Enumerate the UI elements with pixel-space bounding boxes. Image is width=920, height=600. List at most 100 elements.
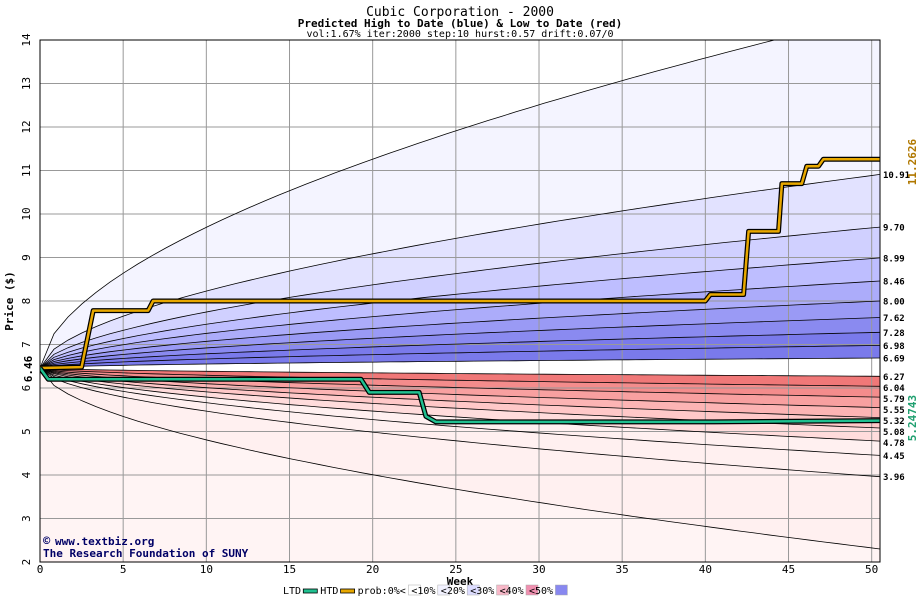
- legend-color-swatch: [555, 584, 568, 596]
- band-boundary: [40, 317, 880, 369]
- legend-line-swatch: [302, 588, 318, 594]
- band-boundary: [40, 367, 880, 418]
- lower-band: [40, 368, 880, 456]
- x-tick-labels: 0 5 10 15 20 25 30 35 40 45 50: [37, 563, 879, 576]
- legend-color-swatch: [466, 584, 480, 596]
- y-tick-label: 12: [20, 120, 33, 133]
- band-boundary: [40, 367, 880, 550]
- upper-band: [40, 174, 880, 368]
- upper-band: [40, 301, 880, 368]
- y-tick-label: 6: [20, 385, 33, 392]
- legend-label-prob: <40%: [500, 586, 524, 597]
- band-end-label: 7.62: [883, 314, 905, 324]
- band-boundary: [40, 345, 880, 369]
- x-tick-label: 40: [699, 563, 712, 576]
- band-end-label: 4.78: [883, 439, 905, 449]
- legend-label-prob: prob:0%<: [358, 586, 406, 597]
- band-end-label: 6.27: [883, 373, 905, 383]
- lower-band: [40, 368, 880, 418]
- y-tick-label: 7: [20, 341, 33, 348]
- lower-band: [40, 368, 880, 428]
- lower-band: [40, 368, 880, 549]
- start-price-label: 6.46: [22, 355, 35, 382]
- near-band: [40, 358, 880, 377]
- band-end-label: 8.46: [883, 277, 905, 287]
- upper-band: [40, 332, 880, 368]
- band-end-label: 7.28: [883, 329, 905, 339]
- x-tick-label: 50: [865, 563, 878, 576]
- band-boundary: [40, 257, 880, 369]
- y-tick-label: 9: [20, 254, 33, 261]
- x-tick-label: 30: [532, 563, 545, 576]
- band-boundary: [40, 174, 880, 369]
- band-end-label: 3.96: [883, 473, 905, 483]
- band-boundary: [40, 367, 880, 408]
- y-tick-labels: 2 3 4 5 6 7 8 9 10 11 12 13 14: [20, 33, 33, 565]
- lower-band: [40, 368, 880, 387]
- y-tick-label: 4: [20, 471, 33, 478]
- band-boundary: [40, 367, 880, 387]
- x-tick-label: 10: [200, 563, 213, 576]
- credit-org: The Research Foundation of SUNY: [43, 547, 249, 560]
- x-tick-label: 20: [366, 563, 379, 576]
- band-end-label: 5.79: [883, 395, 905, 405]
- y-tick-label: 8: [20, 298, 33, 305]
- band-end-labels: 10.91 9.70 8.99 8.46 8.00 7.62 7.28 6.98 6.69 6.2…: [883, 171, 910, 483]
- lower-band: [40, 368, 880, 477]
- legend-label-prob: <30%: [470, 586, 494, 597]
- band-boundary: [40, 226, 880, 369]
- band-end-label: 6.04: [883, 384, 905, 394]
- band-boundary: [40, 300, 880, 369]
- ltd-final-label: 5.24743: [906, 395, 919, 441]
- y-tick-label: 13: [20, 77, 33, 90]
- legend-line-swatch: [340, 588, 356, 594]
- legend-color-swatch: [525, 584, 539, 596]
- band-end-label: 4.45: [883, 452, 905, 462]
- series-line-ltd: [40, 367, 880, 424]
- plot-frame: [39, 39, 881, 563]
- band-end-label: 6.98: [883, 342, 905, 352]
- series-lines: [40, 156, 880, 425]
- credit: © www.textbiz.org The Research Foundatio…: [43, 534, 249, 560]
- credit-url: www.textbiz.org: [55, 535, 154, 548]
- series-line-htd: [40, 157, 880, 370]
- band-boundary: [40, 357, 880, 369]
- band-end-label: 5.32: [883, 417, 905, 427]
- x-tick-label: 35: [616, 563, 629, 576]
- legend-label-prob: <10%: [411, 586, 435, 597]
- legend-color-swatch: [437, 584, 451, 596]
- legend-color-swatch: [408, 584, 421, 596]
- band-end-label: 8.99: [883, 254, 905, 264]
- legend-color-swatch: [496, 584, 509, 596]
- band-end-label: 5.08: [883, 428, 905, 438]
- band-end-label: 9.70: [883, 224, 905, 234]
- legend-label-prob: <50%: [529, 586, 553, 597]
- band-boundary: [40, 367, 880, 377]
- band-end-label: 8.00: [883, 298, 905, 308]
- band-end-label: 5.55: [883, 406, 905, 416]
- legend-label-htd: HTD: [320, 586, 338, 597]
- band-boundary: [40, 40, 777, 369]
- upper-band: [40, 227, 880, 368]
- y-tick-label: 2: [20, 559, 33, 566]
- y-tick-label: 3: [20, 515, 33, 522]
- lower-band: [40, 368, 880, 398]
- upper-band: [40, 317, 880, 368]
- upper-band: [40, 345, 880, 368]
- x-tick-label: 5: [120, 563, 127, 576]
- x-axis-label: Week: [447, 575, 474, 588]
- y-axis-label: Price ($): [3, 271, 16, 331]
- band-boundary: [40, 367, 880, 456]
- x-tick-label: 45: [782, 563, 795, 576]
- x-tick-label: 15: [283, 563, 296, 576]
- x-tick-label: 25: [449, 563, 462, 576]
- band-boundary-lines: [40, 40, 880, 550]
- band-end-label: 6.69: [883, 354, 905, 364]
- y-tick-label: 10: [20, 207, 33, 220]
- chart-subtitle: Predicted High to Date (blue) & Low to D…: [298, 17, 623, 30]
- y-tick-label: 14: [20, 33, 33, 47]
- band-boundary: [40, 367, 880, 442]
- upper-band: [40, 257, 880, 368]
- chart-params: vol:1.67% iter:2000 step:10 hurst:0.57 d…: [306, 29, 613, 40]
